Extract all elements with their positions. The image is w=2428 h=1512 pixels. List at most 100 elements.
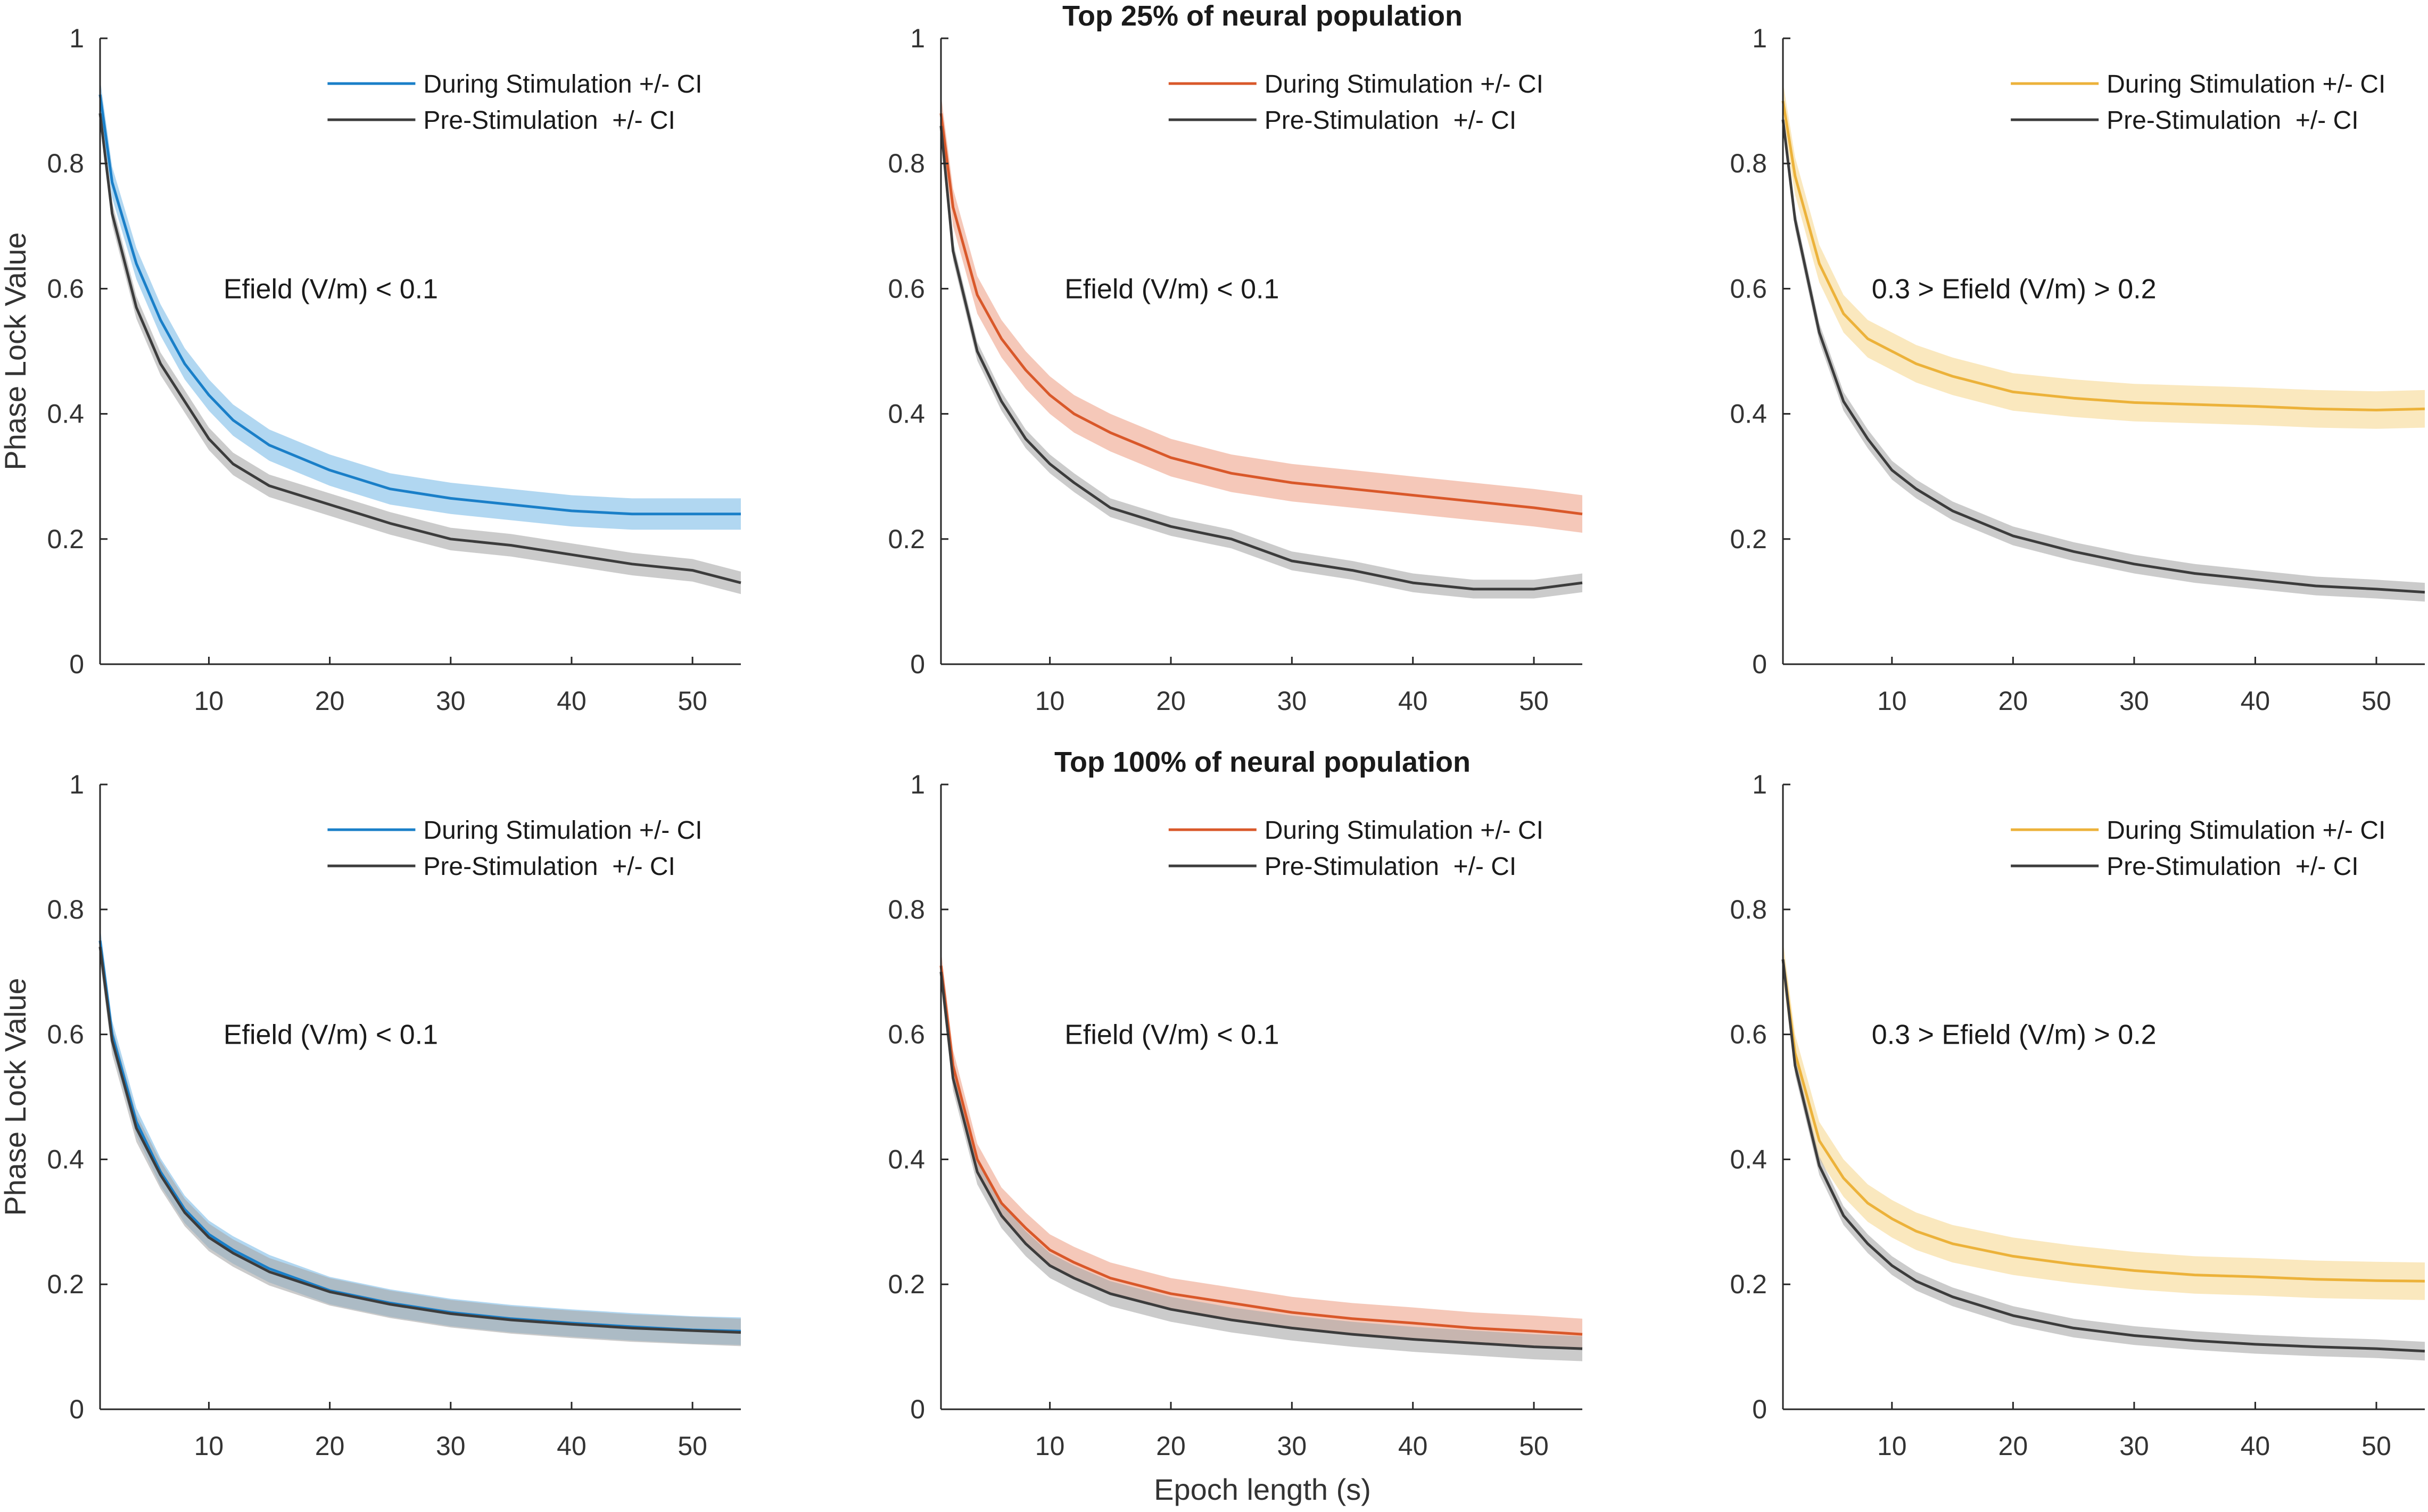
x-tick-label: 40 bbox=[2241, 1431, 2270, 1461]
x-tick-label: 30 bbox=[436, 1431, 466, 1461]
series-line-during bbox=[98, 940, 741, 1333]
x-tick-label: 30 bbox=[1277, 1431, 1307, 1461]
x-tick-label: 20 bbox=[1998, 686, 2028, 716]
x-tick-label: 20 bbox=[1998, 1431, 2028, 1461]
y-tick-label: 0.4 bbox=[47, 1144, 84, 1174]
legend-label-during: During Stimulation +/- CI bbox=[2107, 70, 2385, 98]
panel-bottom-middle: 0 0.2 0.4 0.6 0.8 1 10 20 30 40 50 Efield (V/m) < 0… bbox=[888, 770, 1583, 1461]
efield-annotation: Efield (V/m) < 0.1 bbox=[1064, 1020, 1279, 1051]
x-tick-label: 30 bbox=[436, 686, 466, 716]
x-tick-label: 50 bbox=[678, 1431, 707, 1461]
ci-band-during bbox=[941, 950, 1582, 1350]
y-tick-label: 0.8 bbox=[47, 148, 84, 178]
y-tick-label: 1 bbox=[69, 23, 84, 53]
x-tick-label: 30 bbox=[1277, 686, 1307, 716]
x-tick-label: 40 bbox=[1398, 1431, 1428, 1461]
y-tick-label: 0.8 bbox=[1730, 148, 1767, 178]
panel-top-right: 0 0.2 0.4 0.6 0.8 1 10 20 30 40 50 0.3 > Efield (V/… bbox=[1730, 23, 2425, 716]
y-tick-label: 0 bbox=[69, 649, 84, 679]
y-tick-label: 0 bbox=[1752, 649, 1767, 679]
x-tick-label: 40 bbox=[557, 686, 587, 716]
x-axis-label: Epoch length (s) bbox=[1154, 1473, 1371, 1506]
legend-label-pre: Pre-Stimulation +/- CI bbox=[1265, 853, 1516, 881]
y-tick-label: 0.8 bbox=[47, 895, 84, 924]
y-tick-label: 0.2 bbox=[1730, 1269, 1767, 1299]
y-tick-label: 0 bbox=[910, 1394, 925, 1424]
efield-annotation: Efield (V/m) < 0.1 bbox=[224, 1020, 438, 1051]
title-top: Top 25% of neural population bbox=[1062, 0, 1463, 32]
y-tick-label: 1 bbox=[69, 770, 84, 799]
y-tick-label: 0.6 bbox=[888, 274, 925, 303]
x-tick-label: 20 bbox=[315, 1431, 345, 1461]
x-tick-label: 30 bbox=[2119, 1431, 2149, 1461]
x-tick-label: 40 bbox=[557, 1431, 587, 1461]
legend-label-during: During Stimulation +/- CI bbox=[2107, 816, 2385, 845]
title-bottom: Top 100% of neural population bbox=[1054, 746, 1471, 778]
ci-band-during bbox=[100, 927, 741, 1345]
ci-band-pre bbox=[941, 117, 1582, 599]
legend-label-pre: Pre-Stimulation +/- CI bbox=[423, 853, 675, 881]
x-tick-label: 50 bbox=[678, 686, 707, 716]
y-tick-label: 0.4 bbox=[888, 1144, 925, 1174]
series-line-during bbox=[1781, 959, 2425, 1283]
y-tick-label: 0.2 bbox=[888, 1269, 925, 1299]
y-tick-label: 0.4 bbox=[47, 399, 84, 429]
ci-band-during bbox=[941, 94, 1582, 533]
x-tick-label: 40 bbox=[2241, 686, 2270, 716]
y-axis-label: Phase Lock Value bbox=[0, 978, 32, 1216]
y-axis-label: Phase Lock Value bbox=[0, 232, 32, 470]
y-tick-label: 0.2 bbox=[1730, 524, 1767, 554]
x-tick-label: 50 bbox=[1519, 686, 1549, 716]
efield-annotation: 0.3 > Efield (V/m) > 0.2 bbox=[1872, 274, 2157, 304]
efield-annotation: Efield (V/m) < 0.1 bbox=[224, 274, 438, 304]
legend-label-pre: Pre-Stimulation +/- CI bbox=[423, 106, 675, 135]
y-tick-label: 0 bbox=[910, 649, 925, 679]
series-line-pre bbox=[98, 946, 741, 1334]
y-tick-label: 0.6 bbox=[47, 274, 84, 303]
series-line-during bbox=[939, 965, 1583, 1336]
panel-bottom-left: 0 0.2 0.4 0.6 0.8 1 10 20 30 40 50 Phase Lock Value… bbox=[0, 770, 741, 1461]
x-tick-label: 20 bbox=[1156, 1431, 1186, 1461]
y-tick-label: 0.6 bbox=[47, 1020, 84, 1050]
x-tick-label: 20 bbox=[315, 686, 345, 716]
y-tick-label: 1 bbox=[1752, 23, 1767, 53]
x-tick-label: 10 bbox=[194, 1431, 224, 1461]
series-line-pre bbox=[939, 126, 1583, 591]
y-tick-label: 0.4 bbox=[888, 399, 925, 429]
y-tick-label: 0.2 bbox=[47, 524, 84, 554]
y-tick-label: 0.8 bbox=[888, 148, 925, 178]
y-tick-label: 1 bbox=[910, 23, 925, 53]
y-tick-label: 0.4 bbox=[1730, 399, 1767, 429]
efield-annotation: Efield (V/m) < 0.1 bbox=[1064, 274, 1279, 304]
panel-top-left: 0 0.2 0.4 0.6 0.8 1 10 20 30 40 50 Phase Lock Value… bbox=[0, 23, 741, 716]
panel-bottom-right: 0 0.2 0.4 0.6 0.8 1 10 20 30 40 50 0.3 > Efield (V/… bbox=[1730, 770, 2425, 1461]
ci-band-during bbox=[1783, 82, 2425, 429]
efield-annotation: 0.3 > Efield (V/m) > 0.2 bbox=[1872, 1020, 2157, 1051]
series-line-pre bbox=[1781, 119, 2425, 594]
ci-band-pre bbox=[1783, 950, 2425, 1361]
panel-top-middle: 0 0.2 0.4 0.6 0.8 1 10 20 30 40 50 Efield (V/m) < 0… bbox=[888, 23, 1583, 716]
y-tick-label: 0.8 bbox=[1730, 895, 1767, 924]
y-tick-label: 0.4 bbox=[1730, 1144, 1767, 1174]
x-tick-label: 50 bbox=[2361, 1431, 2391, 1461]
x-tick-label: 10 bbox=[1877, 686, 1907, 716]
legend-label-during: During Stimulation +/- CI bbox=[423, 70, 702, 98]
y-tick-label: 0.2 bbox=[888, 524, 925, 554]
y-tick-label: 0 bbox=[69, 1394, 84, 1424]
x-tick-label: 10 bbox=[1035, 686, 1065, 716]
y-tick-label: 0.8 bbox=[888, 895, 925, 924]
y-tick-label: 0.6 bbox=[888, 1020, 925, 1050]
y-tick-label: 0.6 bbox=[1730, 274, 1767, 303]
legend-label-during: During Stimulation +/- CI bbox=[423, 816, 702, 845]
legend-label-pre: Pre-Stimulation +/- CI bbox=[2107, 853, 2358, 881]
ci-band-pre bbox=[100, 102, 741, 594]
x-tick-label: 10 bbox=[1877, 1431, 1907, 1461]
series-line-during bbox=[98, 94, 741, 516]
x-tick-label: 50 bbox=[2361, 686, 2391, 716]
y-tick-label: 1 bbox=[910, 770, 925, 799]
series-line-pre bbox=[939, 971, 1583, 1350]
series-line-during bbox=[1781, 101, 2425, 411]
